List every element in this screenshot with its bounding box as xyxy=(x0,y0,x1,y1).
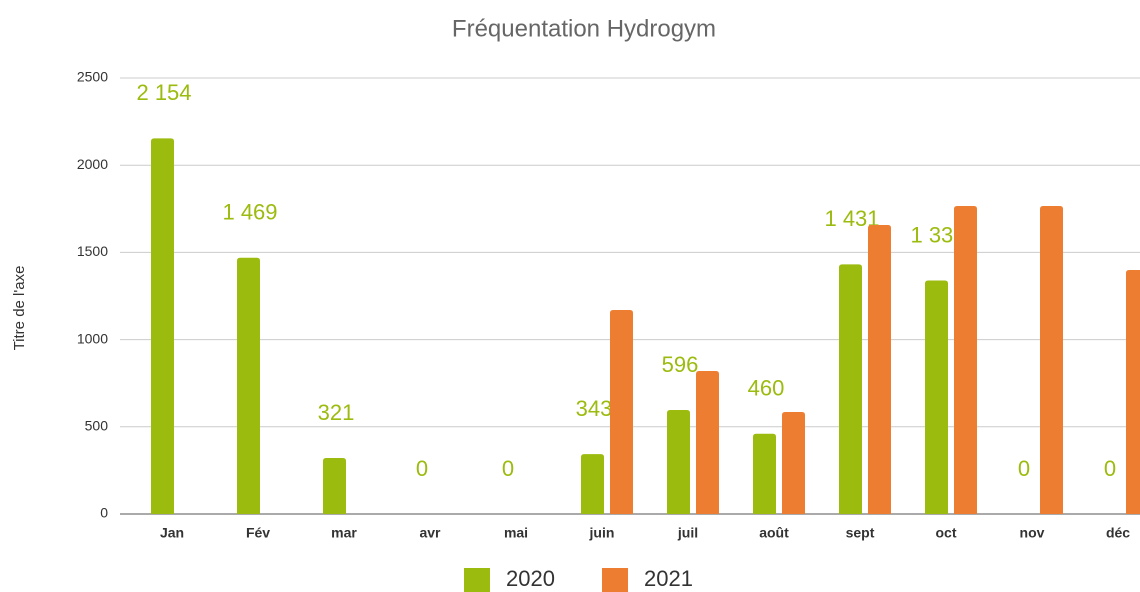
legend-label: 2021 xyxy=(644,566,693,591)
bar xyxy=(868,225,891,514)
x-tick-label: oct xyxy=(936,525,957,541)
bar xyxy=(610,309,633,514)
bar xyxy=(581,454,604,514)
data-label: 0 xyxy=(416,456,428,481)
data-label: 0 xyxy=(1018,456,1030,481)
bar xyxy=(323,458,346,514)
data-label: 596 xyxy=(662,352,699,377)
x-tick-label: sept xyxy=(846,525,875,541)
bar xyxy=(925,280,948,514)
x-tick-label: nov xyxy=(1020,525,1045,541)
x-tick-label: juin xyxy=(589,525,615,541)
bar xyxy=(696,370,719,514)
x-tick-label: juil xyxy=(677,525,698,541)
y-tick-label: 1500 xyxy=(77,243,108,259)
y-axis-label: Titre de l'axe xyxy=(11,266,28,351)
bar xyxy=(782,411,805,514)
x-tick-label: Jan xyxy=(160,525,184,541)
x-tick-label: déc xyxy=(1106,525,1130,541)
chart-title: Fréquentation Hydrogym xyxy=(452,15,716,42)
data-label: 0 xyxy=(502,456,514,481)
legend-swatch xyxy=(602,568,628,592)
data-label: 460 xyxy=(748,376,785,401)
legend-swatch xyxy=(464,568,490,592)
bar xyxy=(667,410,690,514)
legend-label: 2020 xyxy=(506,566,555,591)
y-tick-label: 500 xyxy=(85,418,109,434)
y-tick-label: 2000 xyxy=(77,156,108,172)
data-label: 343 xyxy=(576,396,613,421)
x-tick-label: août xyxy=(759,525,789,541)
bar xyxy=(839,264,862,514)
data-label: 321 xyxy=(318,400,355,425)
bar xyxy=(1040,206,1063,515)
bar xyxy=(151,138,174,514)
bar xyxy=(1126,270,1140,514)
data-label: 0 xyxy=(1104,456,1116,481)
x-tick-label: mar xyxy=(331,525,357,541)
x-tick-label: Fév xyxy=(246,525,270,541)
bar xyxy=(237,257,260,514)
bar xyxy=(954,206,977,515)
y-tick-label: 0 xyxy=(100,505,108,521)
x-tick-label: avr xyxy=(419,525,441,541)
bar xyxy=(753,433,776,514)
x-tick-label: mai xyxy=(504,525,528,541)
y-tick-label: 2500 xyxy=(77,69,108,85)
y-tick-label: 1000 xyxy=(77,330,108,346)
data-label: 1 469 xyxy=(222,200,277,225)
data-label: 2 154 xyxy=(136,80,191,105)
